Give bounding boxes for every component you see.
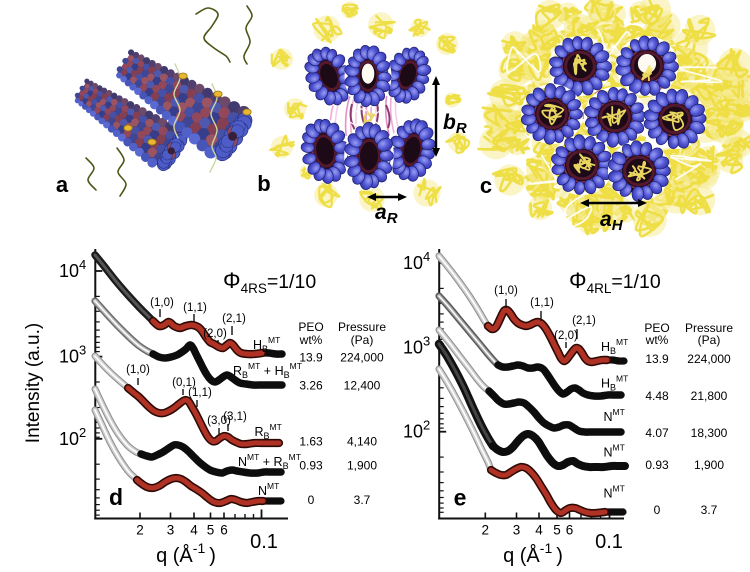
svg-text:0.1: 0.1 [250, 531, 278, 553]
svg-text:6: 6 [220, 523, 228, 538]
svg-text:13.9: 13.9 [299, 351, 323, 365]
svg-text:e: e [454, 485, 467, 511]
svg-text:a: a [56, 172, 69, 197]
svg-text:(1,0): (1,0) [494, 285, 518, 297]
svg-text:(1,1): (1,1) [183, 302, 207, 314]
svg-text:q (Å-1 ): q (Å-1 ) [156, 540, 216, 567]
svg-text:(2,0): (2,0) [554, 330, 578, 342]
svg-text:4.07: 4.07 [645, 426, 669, 440]
svg-text:4.48: 4.48 [645, 389, 669, 403]
svg-text:4: 4 [190, 523, 198, 538]
svg-text:5: 5 [553, 523, 561, 538]
svg-text:3.7: 3.7 [701, 503, 718, 517]
svg-text:(1,1): (1,1) [188, 387, 212, 399]
svg-text:(Pa): (Pa) [351, 333, 374, 347]
svg-text:PEO: PEO [298, 320, 323, 334]
svg-text:13.9: 13.9 [645, 352, 669, 366]
svg-text:(0,1): (0,1) [172, 377, 196, 389]
svg-text:c: c [480, 173, 492, 198]
svg-text:Φ4RL=1/10: Φ4RL=1/10 [569, 268, 661, 296]
svg-text:(1,0): (1,0) [126, 364, 150, 376]
svg-text:0.1: 0.1 [595, 531, 623, 553]
svg-text:(1,0): (1,0) [150, 297, 174, 309]
svg-text:PEO: PEO [644, 321, 669, 335]
svg-text:0: 0 [308, 493, 315, 507]
svg-text:(2,0): (2,0) [203, 328, 227, 340]
svg-text:4,140: 4,140 [347, 435, 377, 449]
svg-text:224,000: 224,000 [687, 352, 731, 366]
svg-text:12,400: 12,400 [344, 378, 381, 392]
svg-text:wt%: wt% [645, 333, 669, 347]
svg-text:0: 0 [654, 503, 661, 517]
svg-text:1.63: 1.63 [299, 435, 323, 449]
svg-text:0.93: 0.93 [299, 459, 323, 473]
svg-text:(2,1): (2,1) [222, 313, 246, 325]
svg-text:3.7: 3.7 [354, 493, 371, 507]
svg-text:Intensity (a.u.): Intensity (a.u.) [23, 323, 44, 443]
svg-text:Φ4RS=1/10: Φ4RS=1/10 [223, 268, 316, 296]
svg-text:2: 2 [482, 523, 490, 538]
svg-text:5: 5 [207, 523, 215, 538]
svg-text:(3,0): (3,0) [207, 415, 231, 427]
svg-text:0.93: 0.93 [645, 458, 669, 472]
svg-text:1,900: 1,900 [347, 459, 377, 473]
svg-text:3.26: 3.26 [299, 378, 323, 392]
svg-text:d: d [109, 484, 123, 510]
svg-text:wt%: wt% [299, 333, 323, 347]
svg-text:q (Å-1 ): q (Å-1 ) [503, 540, 563, 567]
svg-text:b: b [257, 171, 270, 196]
svg-text:(1,1): (1,1) [530, 297, 554, 309]
svg-text:(3,1): (3,1) [223, 411, 247, 423]
svg-text:3: 3 [167, 523, 175, 538]
svg-text:1,900: 1,900 [694, 458, 724, 472]
svg-text:(2,1): (2,1) [572, 315, 596, 327]
svg-text:Pressure: Pressure [338, 320, 386, 334]
svg-text:(Pa): (Pa) [698, 333, 721, 347]
svg-text:224,000: 224,000 [340, 351, 384, 365]
svg-text:4: 4 [535, 523, 543, 538]
svg-text:6: 6 [566, 523, 574, 538]
svg-text:18,300: 18,300 [691, 426, 728, 440]
svg-text:Pressure: Pressure [685, 321, 733, 335]
svg-text:2: 2 [136, 523, 144, 538]
svg-text:3: 3 [513, 523, 521, 538]
svg-text:21,800: 21,800 [691, 389, 728, 403]
